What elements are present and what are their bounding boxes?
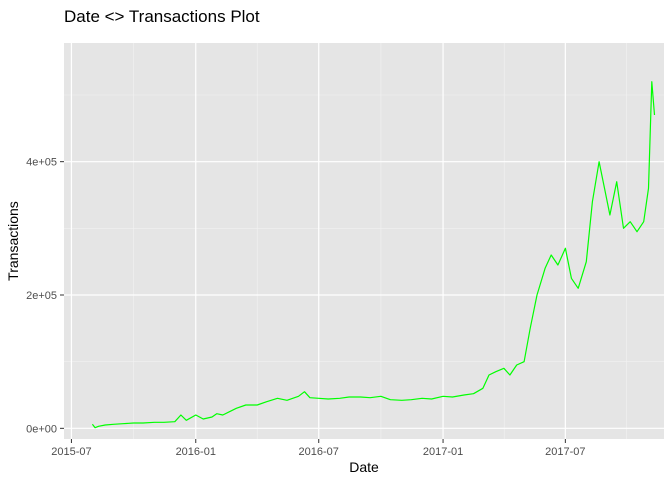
x-tick-label: 2016-01	[176, 446, 216, 458]
y-axis-ticks: 0e+00 2e+05 4e+05	[26, 157, 64, 435]
x-axis-title: Date	[349, 459, 379, 475]
y-axis-title: Transactions	[5, 201, 21, 281]
chart-title: Date <> Transactions Plot	[64, 7, 260, 26]
x-tick-label: 2016-07	[299, 446, 339, 458]
x-tick-label: 2015-07	[51, 446, 91, 458]
series-layer	[91, 81, 656, 429]
minor-gridlines	[64, 43, 664, 439]
x-tick-label: 2017-01	[423, 446, 463, 458]
x-axis-ticks: 2015-07 2016-01 2016-07 2017-01 2017-07	[51, 439, 586, 458]
y-tick-label: 4e+05	[26, 157, 57, 169]
y-tick-label: 2e+05	[26, 290, 57, 302]
plot-panel	[64, 43, 664, 439]
y-tick-label: 0e+00	[26, 423, 57, 435]
transactions-series-line	[91, 81, 656, 429]
x-tick-label: 2017-07	[545, 446, 585, 458]
major-gridlines	[64, 43, 664, 439]
